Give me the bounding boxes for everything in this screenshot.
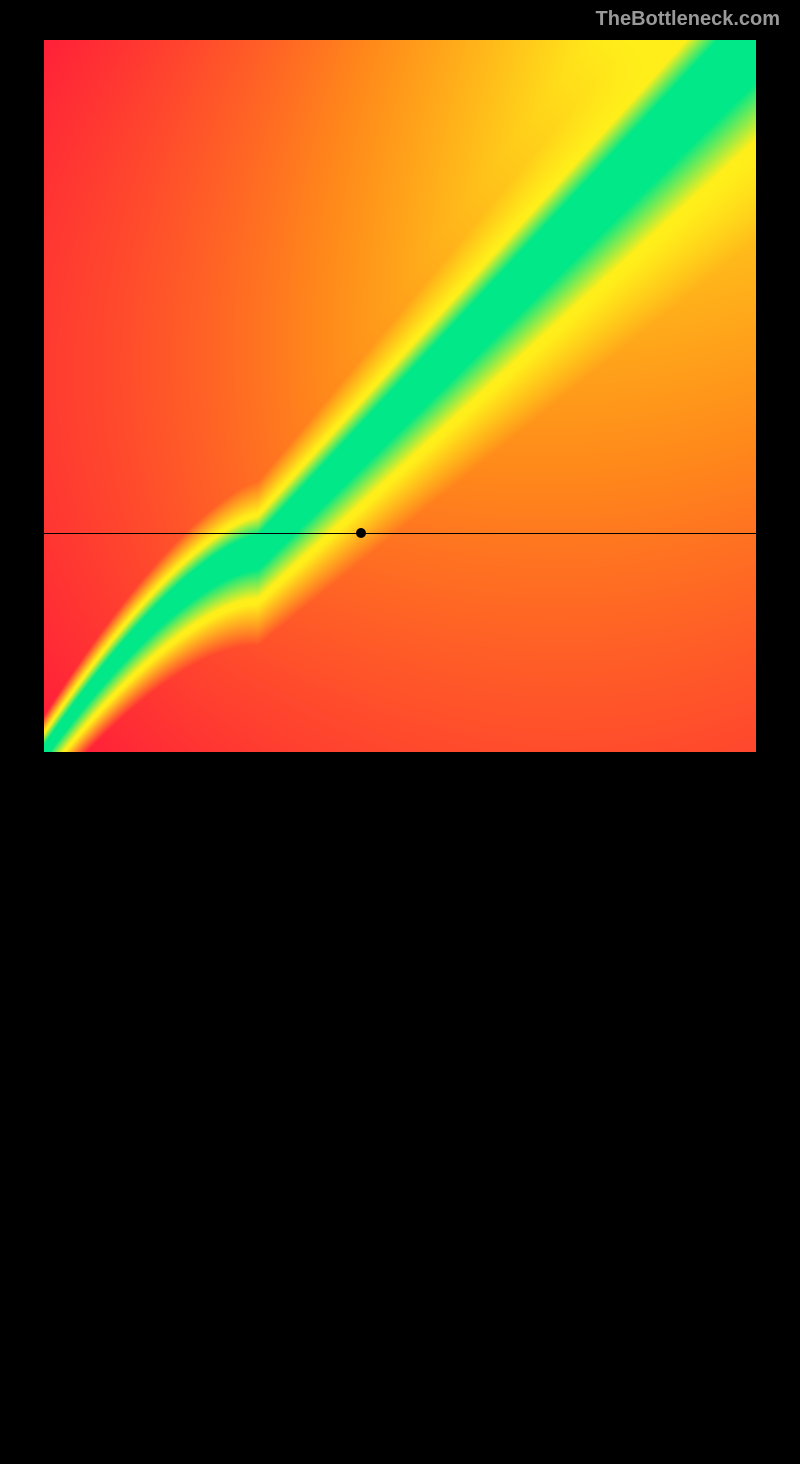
heatmap-plot xyxy=(44,40,756,752)
crosshair-vertical xyxy=(361,752,362,1464)
heatmap-canvas xyxy=(44,40,756,752)
data-point-marker xyxy=(356,528,366,538)
crosshair-horizontal xyxy=(44,533,756,534)
watermark-text: TheBottleneck.com xyxy=(596,8,780,31)
